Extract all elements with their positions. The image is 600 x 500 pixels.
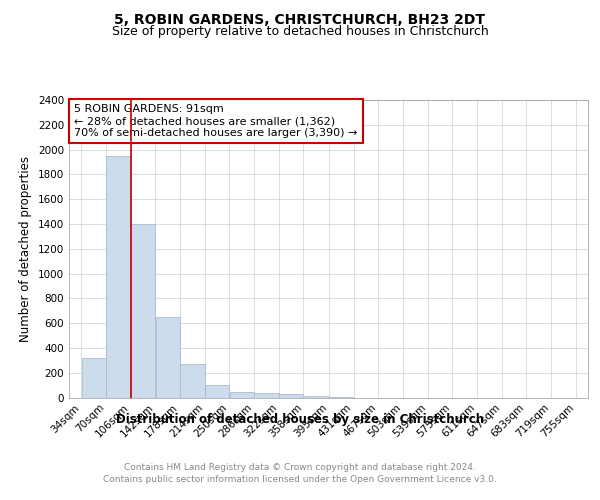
Bar <box>254 393 278 398</box>
Text: 5 ROBIN GARDENS: 91sqm
← 28% of detached houses are smaller (1,362)
70% of semi-: 5 ROBIN GARDENS: 91sqm ← 28% of detached… <box>74 104 358 138</box>
Y-axis label: Number of detached properties: Number of detached properties <box>19 156 32 342</box>
Text: Size of property relative to detached houses in Christchurch: Size of property relative to detached ho… <box>112 25 488 38</box>
Bar <box>155 317 180 398</box>
Bar <box>329 396 353 398</box>
Bar <box>304 396 328 398</box>
Bar <box>279 394 303 398</box>
Bar <box>205 385 229 398</box>
Bar <box>181 364 205 398</box>
Text: 5, ROBIN GARDENS, CHRISTCHURCH, BH23 2DT: 5, ROBIN GARDENS, CHRISTCHURCH, BH23 2DT <box>115 12 485 26</box>
Bar <box>106 156 130 398</box>
Text: Contains HM Land Registry data © Crown copyright and database right 2024.
Contai: Contains HM Land Registry data © Crown c… <box>103 462 497 484</box>
Bar <box>82 358 106 398</box>
Text: Distribution of detached houses by size in Christchurch: Distribution of detached houses by size … <box>116 412 484 426</box>
Bar <box>230 392 254 398</box>
Bar <box>131 224 155 398</box>
